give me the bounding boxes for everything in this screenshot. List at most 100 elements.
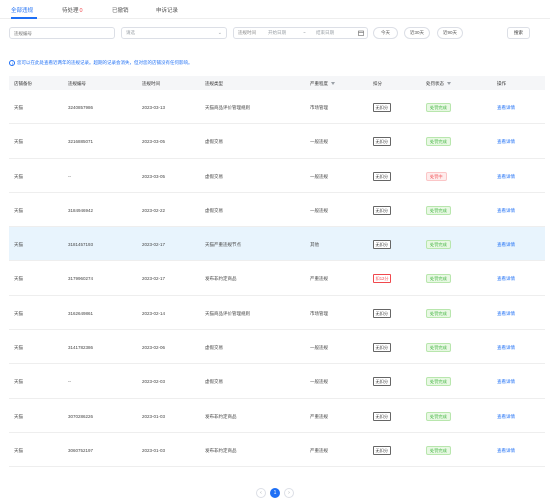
header-status-label: 处罚状态 bbox=[426, 80, 444, 86]
deduct-badge: 无扣分 bbox=[373, 240, 391, 250]
tab-revoked[interactable]: 已撤销 bbox=[112, 8, 129, 14]
quick-today-button[interactable]: 今天 bbox=[373, 27, 398, 39]
view-details-link[interactable]: 查看详情 bbox=[497, 105, 515, 110]
table-row: 天猫 3162649861 2023-02-14 天猫商品评价管理规则 市场管理 无扣分 处… bbox=[9, 296, 545, 331]
quick-90-days-button[interactable]: 近90天 bbox=[437, 27, 463, 39]
cell-severity: 一般违规 bbox=[310, 207, 328, 213]
status-badge: 处罚完成 bbox=[426, 445, 451, 455]
header-violation-no: 违规编号 bbox=[68, 80, 86, 86]
cell-shop: 天猫 bbox=[14, 379, 23, 385]
cell-shop: 天猫 bbox=[14, 139, 23, 145]
violation-no-input[interactable] bbox=[9, 27, 115, 39]
view-details-link[interactable]: 查看详情 bbox=[497, 345, 515, 351]
page-1-button[interactable]: 1 bbox=[270, 488, 280, 498]
cell-severity: 一般违规 bbox=[310, 379, 328, 385]
cell-violation-no: 3240857986 bbox=[68, 105, 94, 110]
date-range-label: 违规时间 bbox=[238, 30, 256, 35]
table-row: 天猫 -- 2023-02-03 虚假交易 一般违规 无扣分 处罚完成 查看详情 bbox=[9, 364, 545, 399]
chevron-down-icon: ⌄ bbox=[217, 30, 222, 36]
cell-violation-time: 2023-01-03 bbox=[142, 413, 166, 419]
header-operation: 操作 bbox=[497, 80, 506, 86]
status-badge: 处罚完成 bbox=[426, 205, 451, 215]
view-details-link[interactable]: 查看详情 bbox=[497, 207, 515, 213]
view-details-link[interactable]: 查看详情 bbox=[497, 139, 515, 145]
deduct-badge: 无扣分 bbox=[373, 411, 391, 421]
table-row: 天猫 3141782386 2023-02-06 虚假交易 一般违规 无扣分 处罚完成 查看详… bbox=[9, 330, 545, 365]
cell-violation-time: 2023-03-05 bbox=[142, 173, 166, 179]
search-button[interactable]: 搜索 bbox=[507, 27, 530, 39]
tab-pending[interactable]: 待处理0 bbox=[62, 6, 83, 14]
table-row: 天猫 3060752197 2023-01-03 发布非约定商品 严重违规 无扣分 处罚完成… bbox=[9, 433, 545, 468]
date-range-picker[interactable]: 违规时间 开始日期 ~ 结束日期 bbox=[233, 27, 368, 39]
cell-violation-no: 3070286226 bbox=[68, 413, 94, 419]
cell-violation-type: 虚假交易 bbox=[205, 139, 223, 145]
filter-bar: 请选 ⌄ 违规时间 开始日期 ~ 结束日期 今天 近30天 近90天 搜索 bbox=[0, 21, 550, 47]
cell-violation-type: 发布非约定商品 bbox=[205, 276, 237, 282]
tab-pending-label: 待处理 bbox=[62, 8, 79, 14]
header-status[interactable]: 处罚状态 bbox=[426, 81, 451, 87]
status-badge: 处罚完成 bbox=[426, 274, 451, 284]
view-details-link[interactable]: 查看详情 bbox=[497, 276, 515, 282]
table-row: 天猫 3181457193 2023-02-17 天猫严重违规节点 其他 无扣分 处罚完成 查… bbox=[9, 227, 545, 262]
filter-icon[interactable] bbox=[447, 81, 451, 85]
deduct-badge: 无扣分 bbox=[373, 308, 391, 318]
violations-table: 店铺备份 违规编号 违规时间 违规类型 严重程度 扣分 处罚状态 操作 天猫 32… bbox=[9, 76, 545, 468]
cell-shop: 天猫 bbox=[14, 105, 23, 110]
cell-violation-no: 3162649861 bbox=[68, 310, 94, 316]
deduct-badge: 扣12分 bbox=[373, 274, 392, 284]
header-severity[interactable]: 严重程度 bbox=[310, 81, 335, 87]
view-details-link[interactable]: 查看详情 bbox=[497, 242, 515, 248]
cell-shop: 天猫 bbox=[14, 345, 23, 351]
cell-violation-type: 虚假交易 bbox=[205, 207, 223, 213]
cell-shop: 天猫 bbox=[14, 447, 23, 453]
header-violation-type: 违规类型 bbox=[205, 80, 223, 86]
history-notice: 您可以在此处查看近两年的违规记录。超期的记录会消失，但对您的店铺没有任何影响。 bbox=[9, 60, 193, 66]
view-details-link[interactable]: 查看详情 bbox=[497, 310, 515, 316]
deduct-badge: 无扣分 bbox=[373, 445, 391, 455]
cell-violation-type: 发布非约定商品 bbox=[205, 447, 237, 453]
cell-severity: 其他 bbox=[310, 242, 319, 248]
violation-type-placeholder: 请选 bbox=[126, 30, 135, 35]
deduct-badge: 无扣分 bbox=[373, 103, 391, 112]
filter-icon[interactable] bbox=[331, 81, 335, 85]
cell-severity: 严重违规 bbox=[310, 276, 328, 282]
view-details-link[interactable]: 查看详情 bbox=[497, 173, 515, 179]
tab-all-violations[interactable]: 全部违规 bbox=[11, 8, 34, 14]
table-body: 天猫 3240857986 2023-03-13 天猫商品评价管理规则 市场管理 无扣分处… bbox=[9, 90, 545, 468]
deduct-badge: 无扣分 bbox=[373, 137, 391, 147]
cell-violation-time: 2023-03-13 bbox=[142, 105, 166, 110]
status-badge: 处罚完成 bbox=[426, 411, 451, 421]
cell-severity: 一般违规 bbox=[310, 139, 328, 145]
cell-violation-no: -- bbox=[68, 173, 71, 179]
view-details-link[interactable]: 查看详情 bbox=[497, 379, 515, 385]
header-severity-label: 严重程度 bbox=[310, 80, 328, 86]
info-icon bbox=[9, 60, 15, 66]
quick-30-days-button[interactable]: 近30天 bbox=[404, 27, 430, 39]
cell-violation-time: 2023-02-17 bbox=[142, 276, 166, 282]
cell-violation-no: -- bbox=[68, 379, 71, 385]
cell-severity: 一般违规 bbox=[310, 173, 328, 179]
status-badge: 处罚完成 bbox=[426, 240, 451, 250]
cell-violation-type: 发布非约定商品 bbox=[205, 413, 237, 419]
cell-violation-type: 天猫严重违规节点 bbox=[205, 242, 241, 248]
next-page-button[interactable]: › bbox=[284, 488, 294, 498]
view-details-link[interactable]: 查看详情 bbox=[497, 413, 515, 419]
cell-shop: 天猫 bbox=[14, 310, 23, 316]
notice-text: 您可以在此处查看近两年的违规记录。超期的记录会消失，但对您的店铺没有任何影响。 bbox=[17, 60, 193, 65]
start-date-placeholder: 开始日期 bbox=[268, 30, 286, 35]
view-details-link[interactable]: 查看详情 bbox=[497, 447, 515, 453]
status-badge: 处罚完成 bbox=[426, 308, 451, 318]
cell-violation-no: 3060752197 bbox=[68, 447, 94, 453]
cell-violation-time: 2023-02-14 bbox=[142, 310, 166, 316]
status-badge: 处罚完成 bbox=[426, 103, 451, 112]
table-row: 天猫 3179960274 2023-02-17 发布非约定商品 严重违规 扣12分 处罚完… bbox=[9, 261, 545, 296]
active-tab-indicator bbox=[11, 17, 37, 19]
status-badge: 处罚完成 bbox=[426, 377, 451, 387]
cell-violation-type: 天猫商品评价管理规则 bbox=[205, 310, 250, 316]
violation-type-select[interactable]: 请选 ⌄ bbox=[121, 27, 227, 39]
prev-page-button[interactable]: ‹ bbox=[256, 488, 266, 498]
status-badge: 处罚中 bbox=[426, 171, 447, 181]
cell-violation-type: 天猫商品评价管理规则 bbox=[205, 105, 250, 110]
tab-appeals[interactable]: 申诉记录 bbox=[156, 8, 179, 14]
cell-violation-no: 3181457193 bbox=[68, 242, 94, 248]
